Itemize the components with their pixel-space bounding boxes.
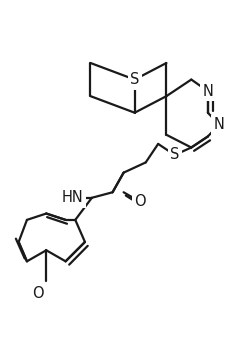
Text: HN: HN [62,190,84,205]
Text: N: N [214,117,224,132]
Text: S: S [130,72,139,87]
Text: S: S [170,147,179,163]
Text: N: N [202,84,213,99]
Text: O: O [32,286,44,301]
Text: O: O [134,194,146,209]
